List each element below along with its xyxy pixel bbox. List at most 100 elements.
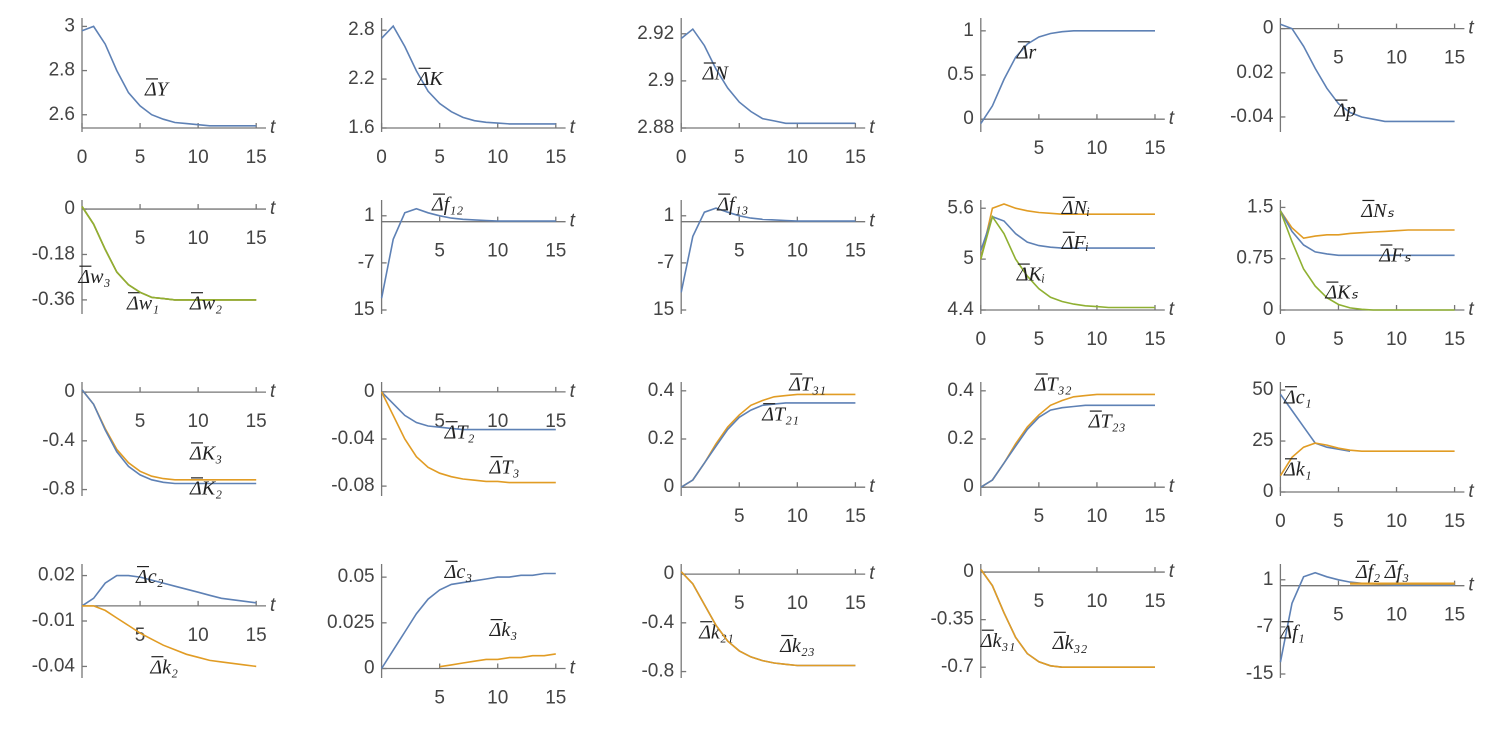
x-tick-label: 5 <box>734 506 745 527</box>
y-tick-label: -7 <box>657 252 674 273</box>
series-label: Δw₂ <box>189 292 222 314</box>
y-tick-label: 2.8 <box>348 19 374 40</box>
series-label: Δf₁₂ <box>431 194 463 216</box>
series-line <box>980 203 1155 260</box>
y-tick-label: 0 <box>364 381 375 402</box>
x-tick-label: 15 <box>545 411 566 432</box>
series-line <box>439 653 556 668</box>
x-tick-label: 10 <box>1086 506 1107 527</box>
x-tick-label: 10 <box>487 147 508 168</box>
series-label: Δk₁ <box>1283 458 1312 480</box>
x-axis-label: t <box>869 476 875 497</box>
x-tick-label: 5 <box>135 228 146 249</box>
y-tick-label: 0 <box>664 563 675 584</box>
y-tick-label: 1.5 <box>1247 196 1273 217</box>
y-tick-label: -0.4 <box>42 430 75 451</box>
y-tick-label: 15 <box>653 299 674 320</box>
x-tick-label: 10 <box>188 147 209 168</box>
series-label: Δk₃₂ <box>1052 632 1088 654</box>
y-tick-label: 3 <box>64 15 75 36</box>
x-tick-label: 5 <box>135 625 146 646</box>
y-tick-label: 15 <box>353 299 374 320</box>
y-tick-label: 0 <box>1263 299 1274 320</box>
series-line <box>81 206 257 301</box>
x-axis-label: t <box>1169 561 1175 582</box>
y-tick-label: 0 <box>64 198 75 219</box>
x-tick-label: 5 <box>434 241 445 262</box>
y-tick-label: 0.5 <box>947 64 973 85</box>
x-tick-label: 15 <box>845 506 866 527</box>
series-label: ΔK <box>417 68 445 90</box>
y-tick-label: 0.02 <box>1236 62 1273 83</box>
series-line <box>81 389 257 481</box>
x-tick-label: 10 <box>487 688 508 709</box>
series-line <box>1279 210 1455 257</box>
series-label: Δc₃ <box>444 561 473 583</box>
y-tick-label: 0 <box>664 476 675 497</box>
x-axis-label: t <box>869 211 875 232</box>
y-tick-label: 2.92 <box>637 23 674 44</box>
series-line <box>980 215 1155 251</box>
x-tick-label: 10 <box>188 228 209 249</box>
y-tick-label: -0.36 <box>32 289 75 310</box>
x-tick-label: 5 <box>1333 48 1344 69</box>
series-line <box>680 571 856 667</box>
series-label: ΔNₛ <box>1360 200 1394 222</box>
series-label: ΔY <box>144 78 170 100</box>
series-label: Δr <box>1016 41 1037 63</box>
y-tick-label: 0.025 <box>327 612 375 633</box>
y-tick-label: 0.02 <box>38 565 75 586</box>
series-line <box>82 605 257 668</box>
y-tick-label: -0.04 <box>331 428 375 449</box>
x-tick-label: 15 <box>1144 138 1165 159</box>
y-tick-label: 0 <box>963 108 974 129</box>
series-line <box>380 207 556 299</box>
series-line <box>381 391 556 431</box>
series-label: ΔT₃₁ <box>788 374 826 396</box>
x-tick-label: 10 <box>1086 138 1107 159</box>
series-line <box>381 24 556 125</box>
x-axis-label: t <box>270 198 276 219</box>
x-tick-label: 10 <box>787 147 808 168</box>
x-tick-label: 10 <box>1386 48 1407 69</box>
x-tick-label: 15 <box>246 147 267 168</box>
y-tick-label: 0.4 <box>648 380 675 401</box>
x-tick-label: 15 <box>545 688 566 709</box>
y-tick-label: 5 <box>963 248 974 269</box>
x-tick-label: 0 <box>676 147 687 168</box>
series-label: Δf₁ <box>1279 621 1304 643</box>
x-tick-label: 5 <box>734 241 745 262</box>
x-axis-label: t <box>1468 481 1474 502</box>
series-line <box>81 25 257 127</box>
series-line <box>81 574 257 607</box>
x-axis-label: t <box>270 381 276 402</box>
x-tick-label: 5 <box>135 411 146 432</box>
x-tick-label: 5 <box>734 147 745 168</box>
y-tick-label: -0.01 <box>32 610 75 631</box>
y-tick-label: 2.2 <box>348 68 374 89</box>
x-tick-label: 5 <box>734 593 745 614</box>
x-tick-label: 5 <box>434 147 445 168</box>
series-line <box>380 391 556 484</box>
y-tick-label: 1 <box>1263 569 1274 590</box>
x-tick-label: 0 <box>976 329 987 350</box>
x-tick-label: 5 <box>434 411 445 432</box>
x-tick-label: 15 <box>545 147 566 168</box>
y-tick-label: -0.8 <box>641 661 674 682</box>
x-axis-label: t <box>1468 575 1474 596</box>
series-label: Δw₃ <box>77 266 110 288</box>
series-label: ΔN <box>702 63 730 85</box>
x-tick-label: 15 <box>1444 48 1465 69</box>
series-label: ΔT₃₂ <box>1034 374 1072 396</box>
y-tick-label: 2.9 <box>648 70 674 91</box>
y-tick-label: 0.4 <box>947 380 974 401</box>
y-tick-label: 0.2 <box>947 428 973 449</box>
series-label: ΔK₃ <box>189 442 222 464</box>
y-tick-label: -0.08 <box>331 475 374 496</box>
y-tick-label: 4.4 <box>947 299 974 320</box>
series-label: Δw₁ <box>126 292 159 314</box>
y-tick-label: -0.35 <box>930 609 973 630</box>
series-label: Δp <box>1333 100 1356 122</box>
series-line <box>680 402 856 488</box>
